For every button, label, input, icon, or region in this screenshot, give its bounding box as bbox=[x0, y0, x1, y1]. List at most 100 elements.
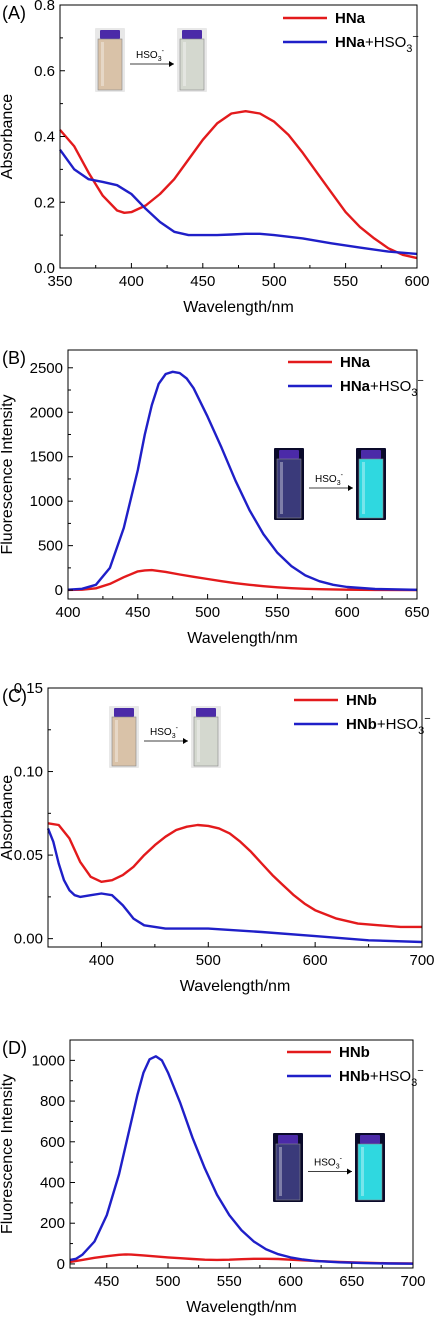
vial-after bbox=[191, 706, 221, 768]
y-axis-label: Absorbance bbox=[0, 94, 16, 179]
x-axis-label: Wavelength/nm bbox=[187, 630, 298, 647]
y-tick-label: 0.4 bbox=[34, 129, 55, 146]
inset-label: HSO3- bbox=[136, 48, 165, 63]
legend-entry: HNb+HSO3− bbox=[346, 713, 431, 737]
y-tick-label: 2500 bbox=[30, 360, 63, 377]
vial-cap bbox=[278, 1135, 298, 1144]
legend-entry: HNa+HSO3− bbox=[340, 375, 424, 399]
vial-glare bbox=[280, 462, 283, 514]
inset-label: HSO3- bbox=[314, 1156, 343, 1171]
x-tick-label: 400 bbox=[89, 952, 114, 969]
series-line-probe-plus-bisulfite bbox=[67, 370, 418, 591]
inset-arrowhead bbox=[183, 738, 188, 744]
x-tick-label: 400 bbox=[119, 273, 144, 290]
x-axis-label: Wavelength/nm bbox=[183, 299, 294, 316]
y-tick-label: 0.8 bbox=[34, 0, 55, 14]
plot-frame bbox=[69, 1039, 414, 1269]
x-tick-label: 600 bbox=[335, 604, 360, 621]
vial-after bbox=[356, 448, 386, 520]
legend-entry: HNb bbox=[346, 692, 377, 709]
panel-label: (B) bbox=[2, 348, 26, 368]
legend-entry: HNa bbox=[340, 354, 371, 371]
y-tick-label: 1500 bbox=[30, 449, 63, 466]
y-axis-label: Fluorescence Intensity bbox=[0, 394, 16, 554]
vial-cap bbox=[279, 450, 299, 459]
panel-d: 450 500 550 600 650 700 0 200 400 600 800 1000 Wavel… bbox=[0, 1038, 426, 1316]
x-tick-label: 650 bbox=[339, 1273, 364, 1290]
inset-label: HSO3- bbox=[315, 472, 344, 487]
series-line-probe bbox=[47, 822, 422, 929]
vial-cap bbox=[114, 708, 134, 717]
y-tick-label: 200 bbox=[40, 1215, 65, 1232]
vial-glare bbox=[361, 1147, 364, 1196]
vial-glare bbox=[183, 42, 186, 86]
panel-label: (A) bbox=[2, 3, 26, 23]
x-tick-label: 500 bbox=[195, 604, 220, 621]
x-tick-label: 450 bbox=[125, 604, 150, 621]
vial-glare bbox=[197, 720, 200, 762]
x-tick-label: 700 bbox=[409, 952, 434, 969]
vial-glare bbox=[362, 462, 365, 514]
plot-frame bbox=[47, 687, 423, 948]
x-tick-label: 500 bbox=[155, 1273, 180, 1290]
vial-body bbox=[357, 1143, 383, 1201]
vial-cap bbox=[360, 1135, 380, 1144]
y-tick-label: 0.00 bbox=[14, 931, 43, 948]
panel-c: 400 500 600 700 0.00 0.05 0.10 0.15 Wavelength/n… bbox=[0, 680, 434, 995]
vial-after bbox=[177, 28, 207, 92]
y-tick-label: 0.0 bbox=[34, 260, 55, 277]
y-tick-label: 400 bbox=[40, 1175, 65, 1192]
legend-entry: HNa bbox=[335, 10, 366, 27]
x-tick-label: 650 bbox=[404, 604, 429, 621]
series-line-probe-plus-bisulfite bbox=[46, 827, 423, 944]
y-tick-label: 1000 bbox=[32, 1052, 65, 1069]
vial-body bbox=[358, 458, 384, 519]
x-tick-label: 500 bbox=[196, 952, 221, 969]
x-tick-label: 400 bbox=[55, 604, 80, 621]
x-tick-label: 600 bbox=[404, 273, 429, 290]
vial-body bbox=[111, 716, 137, 767]
vial-glare bbox=[279, 1147, 282, 1196]
y-tick-label: 0 bbox=[57, 1256, 65, 1273]
vial-cap bbox=[100, 30, 120, 39]
vial-after bbox=[355, 1133, 385, 1202]
y-tick-label: 0.2 bbox=[34, 194, 55, 211]
x-tick-label: 500 bbox=[262, 273, 287, 290]
inset-arrowhead bbox=[348, 485, 353, 491]
vial-body bbox=[275, 1143, 301, 1201]
y-tick-label: 0.05 bbox=[14, 847, 43, 864]
vial-body bbox=[193, 716, 219, 767]
y-tick-label: 800 bbox=[40, 1093, 65, 1110]
inset-arrowhead bbox=[169, 61, 174, 67]
series-line-probe bbox=[67, 568, 418, 592]
x-axis-label: Wavelength/nm bbox=[186, 1299, 297, 1316]
y-tick-label: 2000 bbox=[30, 404, 63, 421]
x-tick-label: 450 bbox=[94, 1273, 119, 1290]
vial-glare bbox=[115, 720, 118, 762]
x-tick-label: 600 bbox=[303, 952, 328, 969]
x-tick-label: 350 bbox=[47, 273, 72, 290]
y-tick-label: 0 bbox=[55, 582, 63, 599]
y-tick-label: 0.6 bbox=[34, 63, 55, 80]
vial-cap bbox=[182, 30, 202, 39]
y-tick-label: 0.10 bbox=[14, 764, 43, 781]
vial-before bbox=[109, 706, 139, 768]
vial-body bbox=[179, 38, 205, 91]
panel-b: 400 450 500 550 600 650 0 500 1000 1500 2000 2500 Wa… bbox=[0, 348, 430, 647]
panel-label: (D) bbox=[2, 1038, 27, 1058]
y-tick-label: 600 bbox=[40, 1134, 65, 1151]
series-line-probe-plus-bisulfite bbox=[59, 148, 418, 256]
x-tick-label: 700 bbox=[400, 1273, 425, 1290]
x-tick-label: 550 bbox=[217, 1273, 242, 1290]
panel-label: (C) bbox=[2, 686, 27, 706]
legend-entry: HNa+HSO3− bbox=[335, 31, 419, 55]
x-tick-label: 450 bbox=[190, 273, 215, 290]
vial-body bbox=[276, 458, 302, 519]
y-tick-label: 1000 bbox=[30, 493, 63, 510]
vial-before bbox=[95, 28, 125, 92]
inset-label: HSO3- bbox=[150, 725, 179, 740]
inset-arrowhead bbox=[347, 1168, 352, 1175]
legend-entry: HNb+HSO3− bbox=[339, 1065, 424, 1089]
y-tick-label: 500 bbox=[38, 538, 63, 555]
